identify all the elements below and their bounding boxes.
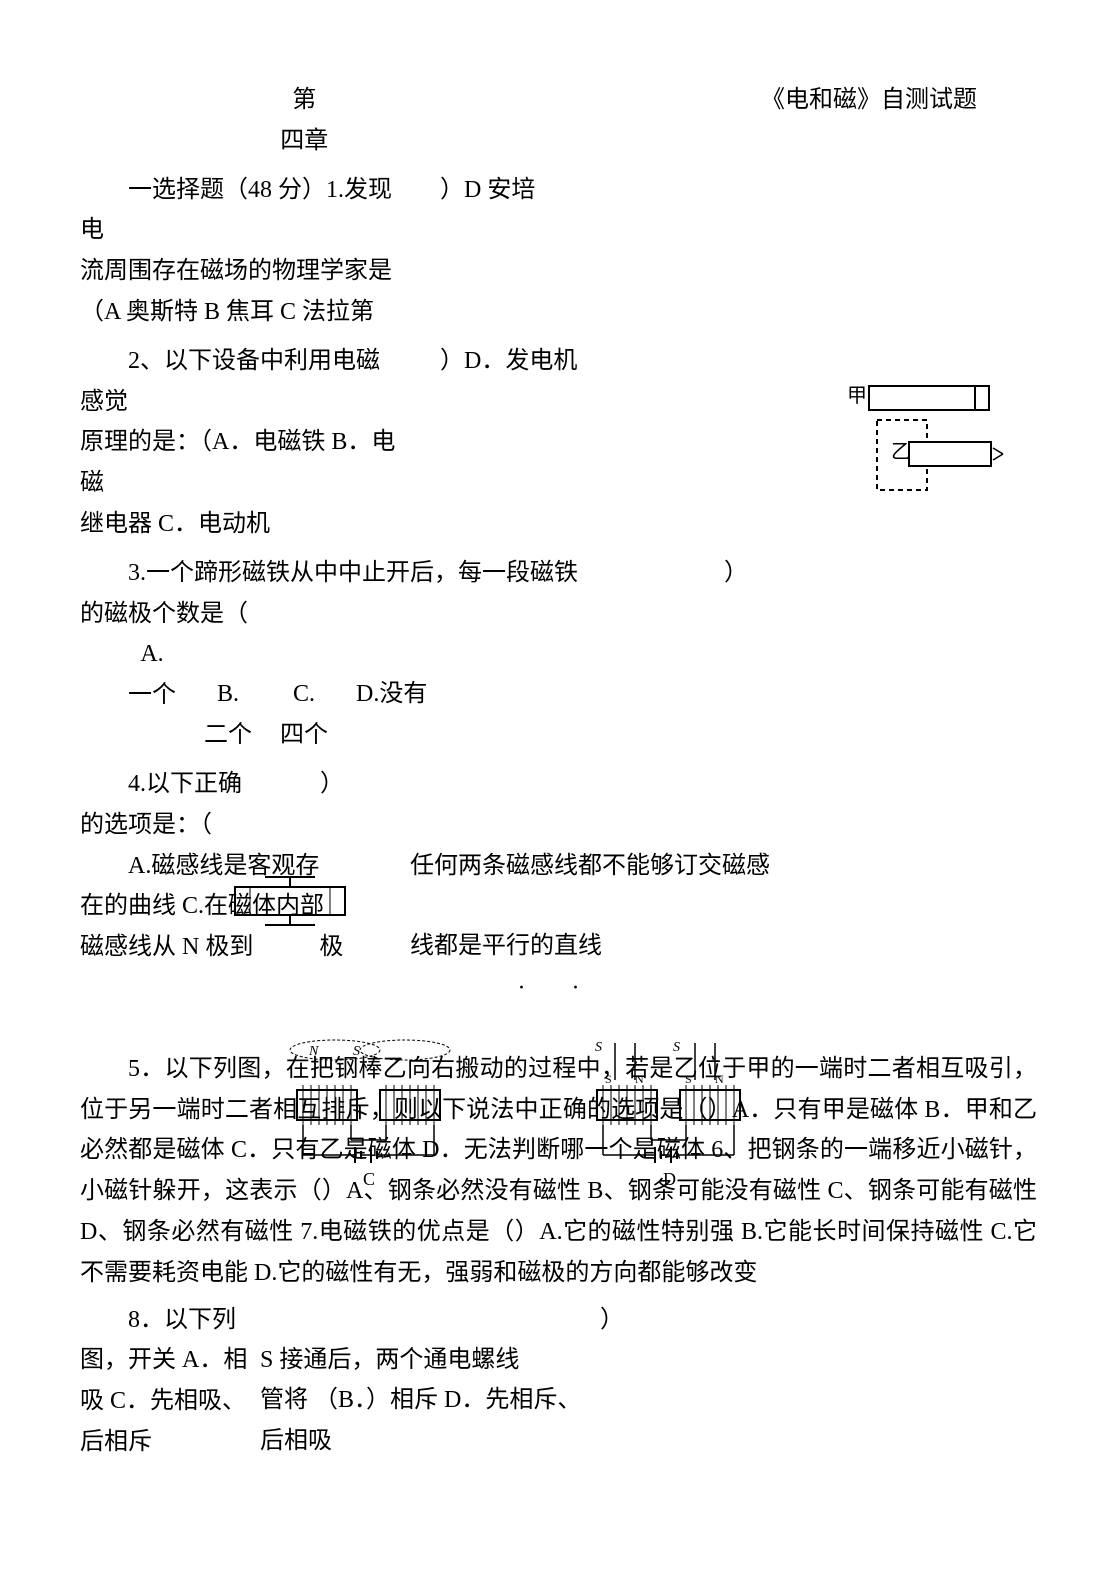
- q3-a-label: A.: [128, 634, 176, 675]
- svg-text:D: D: [663, 1169, 676, 1189]
- q8-col2: S 接通后，两个通电螺线 管将 （B．）相斥 D．先相斥、 后相吸: [260, 1300, 600, 1463]
- q8-col3: ）: [600, 1300, 1037, 1463]
- q3-b-text: 二个: [204, 715, 252, 756]
- svg-text:N: N: [308, 1044, 319, 1059]
- q8-c1-l2: 图，开关 A．相: [80, 1340, 260, 1381]
- q3-line2: 的磁极个数是（: [80, 594, 1037, 635]
- svg-text:S: S: [595, 1040, 602, 1055]
- q8-c1-l1: 8．以下列: [80, 1300, 260, 1341]
- header-row: 第 四章 《电和磁》自测试题: [80, 80, 1037, 162]
- svg-text:S: S: [605, 1072, 612, 1086]
- q8-c1-l3: 吸 C．先相吸、: [80, 1381, 260, 1422]
- svg-text:N: N: [715, 1072, 724, 1086]
- q4-body: A.磁感线是客观存 在的曲线 C.在磁体内部 磁感线从 N 极到 极 任何两条磁…: [80, 846, 1037, 968]
- question-3: 3.一个蹄形磁铁从中中止开后，每一段磁铁 ） 的磁极个数是（ A. 一个 B. …: [80, 553, 1037, 756]
- svg-text:S: S: [353, 1044, 360, 1059]
- q8-paren: ）: [600, 1300, 1037, 1341]
- q3-opt-c: C. 四个: [280, 674, 328, 756]
- svg-text:S: S: [685, 1072, 692, 1086]
- q3-c-text: 四个: [280, 715, 328, 756]
- q3-opt-a: A. 一个: [128, 634, 176, 716]
- q4-r1: 任何两条磁感线都不能够订交磁感: [410, 846, 1037, 887]
- question-8: 8．以下列 图，开关 A．相 吸 C．先相吸、 后相斥 S 接通后，两个通电螺线…: [80, 1300, 1037, 1463]
- figure-steel-bar: [230, 875, 360, 944]
- q2-line3: 继电器 C．电动机: [80, 504, 400, 545]
- q8-c1-l4: 后相斥: [80, 1422, 260, 1463]
- fig1-jia-label: 甲: [847, 385, 867, 407]
- chapter-label: 第 四章: [80, 80, 529, 162]
- q4-col1: 4.以下正确 的选项是：（: [80, 764, 280, 846]
- q4-line1: 4.以下正确: [80, 764, 280, 805]
- page-container: 第 四章 《电和磁》自测试题 一选择题（48 分）1.发现电 流周围存在磁场的物…: [0, 0, 1117, 1580]
- solenoid-c-svg: N S C: [285, 1035, 455, 1195]
- q8-c2-l1: S 接通后，两个通电螺线: [260, 1340, 600, 1381]
- q3-opt-b: B. 二个: [204, 674, 252, 756]
- q1-right: ）D 安培: [400, 170, 1037, 211]
- svg-text:N: N: [635, 1072, 644, 1086]
- chapter-line1: 第: [80, 80, 529, 121]
- question-4: 4.以下正确 的选项是：（ ）: [80, 764, 1037, 846]
- q4-r2: 线都是平行的直线: [410, 926, 1037, 967]
- q8-c2-l2: 管将 （B．）相斥 D．先相斥、: [260, 1380, 600, 1421]
- q3-b-label: B.: [204, 674, 252, 715]
- jia-yi-svg: 甲 乙: [847, 380, 1007, 500]
- q3-c-label: C.: [280, 674, 328, 715]
- q3-paren: ）: [724, 560, 748, 586]
- figure-jia-yi: 甲 乙: [847, 380, 1007, 514]
- solenoid-d-svg: S S S N S N: [585, 1035, 755, 1195]
- page-dots: · ·: [80, 968, 1037, 1009]
- figure-solenoids: N S C S: [285, 1035, 755, 1195]
- chapter-line2: 四章: [80, 121, 529, 162]
- svg-text:S: S: [673, 1040, 680, 1055]
- q4-line2: 的选项是：（: [80, 805, 280, 846]
- svg-text:C: C: [363, 1169, 375, 1189]
- q1-line2: 流周围存在磁场的物理学家是: [80, 251, 400, 292]
- q3-row1: 3.一个蹄形磁铁从中中止开后，每一段磁铁 ）: [80, 553, 1037, 594]
- exam-title: 《电和磁》自测试题: [529, 80, 1038, 162]
- q8-col1: 8．以下列 图，开关 A．相 吸 C．先相吸、 后相斥: [80, 1300, 260, 1463]
- steel-bar-svg: [230, 875, 360, 930]
- q3-line1: 3.一个蹄形磁铁从中中止开后，每一段磁铁: [80, 553, 578, 594]
- q1-line3: （A 奥斯特 B 焦耳 C 法拉第: [80, 292, 400, 333]
- q1-left: 一选择题（48 分）1.发现电 流周围存在磁场的物理学家是 （A 奥斯特 B 焦…: [80, 170, 400, 333]
- q3-a-text: 一个: [128, 675, 176, 716]
- q2-line2: 原理的是：（A．电磁铁 B．电磁: [80, 422, 400, 504]
- q1-line1: 一选择题（48 分）1.发现电: [80, 170, 400, 252]
- q8-c2-l3: 后相吸: [260, 1421, 600, 1462]
- q3-opt-d: D.没有: [356, 674, 427, 715]
- q2-line1: 2、以下设备中利用电磁感觉: [80, 341, 400, 423]
- q2-right: ）D．发电机: [400, 341, 1037, 382]
- q2-left: 2、以下设备中利用电磁感觉 原理的是：（A．电磁铁 B．电磁 继电器 C．电动机: [80, 341, 400, 545]
- question-1: 一选择题（48 分）1.发现电 流周围存在磁场的物理学家是 （A 奥斯特 B 焦…: [80, 170, 1037, 333]
- q3-options: A. 一个 B. 二个 C. 四个 D.没有: [128, 634, 1037, 756]
- q4-paren: ）: [280, 764, 344, 846]
- q4-right-col: 任何两条磁感线都不能够订交磁感 线都是平行的直线: [410, 846, 1037, 968]
- q4-a3: 磁感线从 N 极到: [80, 934, 253, 960]
